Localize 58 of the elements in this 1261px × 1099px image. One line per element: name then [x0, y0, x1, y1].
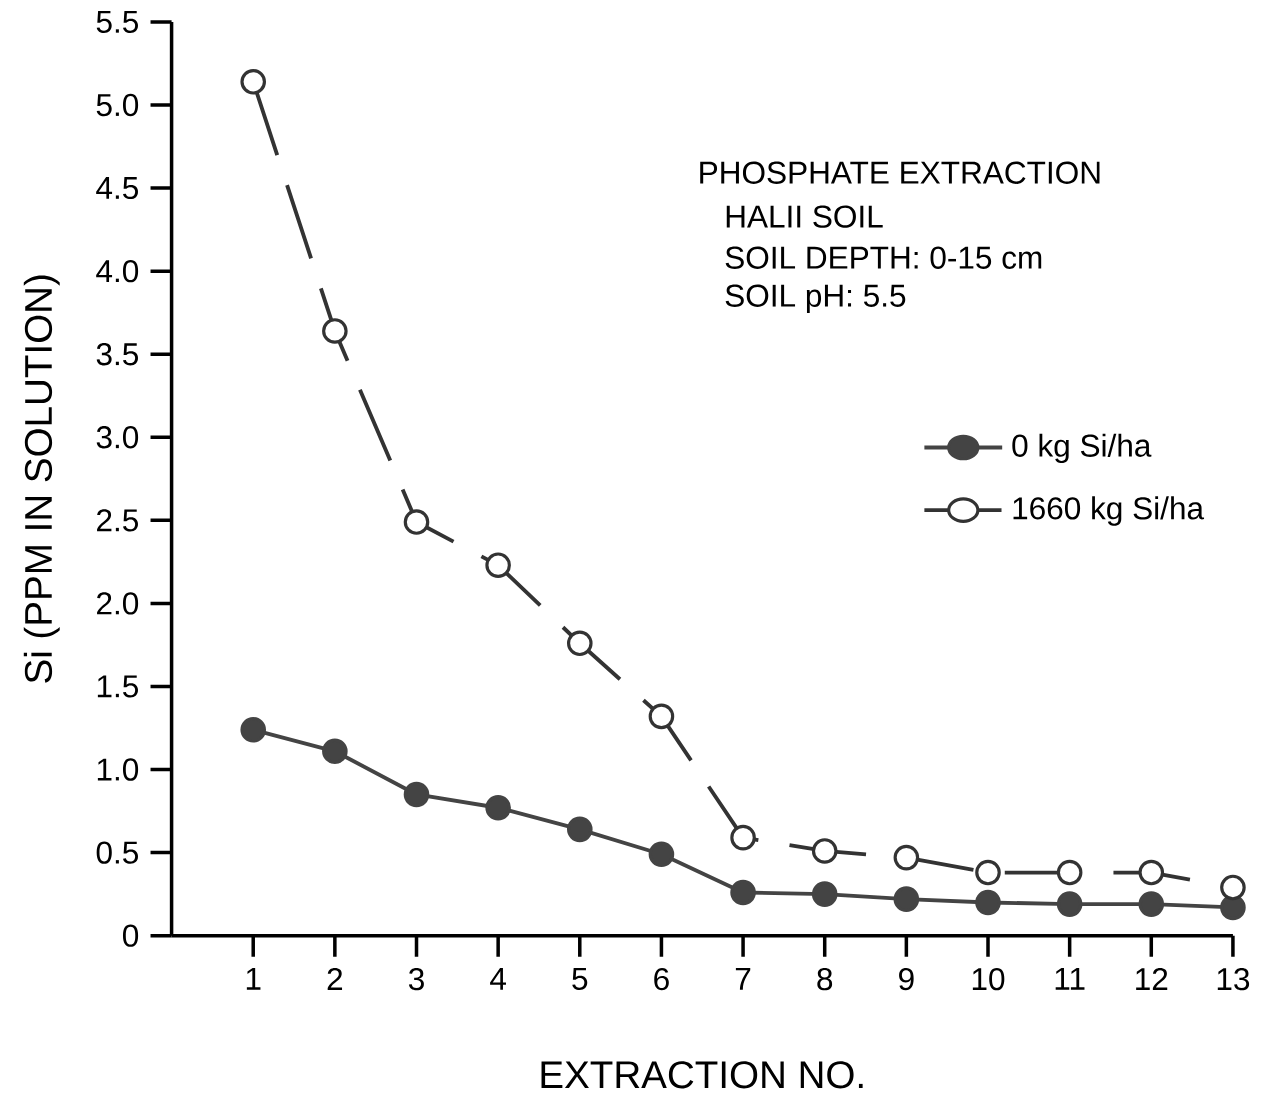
legend-label: 0 kg Si/ha: [1012, 433, 1152, 464]
annotation: SOIL DEPTH: 0-15 cm: [725, 246, 1042, 269]
annotation: HALII SOIL: [726, 205, 883, 228]
x-axis-title: EXTRACTION NO.: [541, 1061, 863, 1089]
point: [322, 738, 348, 765]
point: [893, 844, 920, 871]
x-tick-label: 4: [490, 967, 506, 990]
x-tick-label: 12: [1136, 967, 1168, 991]
y-tick-label: 3.5: [96, 343, 138, 366]
point: [485, 795, 511, 821]
point: [730, 879, 756, 906]
y-tick-label: 1.0: [97, 758, 139, 781]
y-axis-title: Si (PPM IN SOLUTION): [23, 275, 60, 683]
point: [730, 824, 756, 851]
point: [403, 509, 430, 535]
annotation: PHOSPHATE EXTRACTION: [700, 161, 1100, 184]
x-tick-label: 9: [899, 967, 914, 991]
point: [322, 318, 348, 344]
point: [648, 841, 675, 868]
x-tick-label: 13: [1217, 967, 1250, 991]
point: [1056, 891, 1083, 917]
x-tick-label: 7: [735, 967, 751, 990]
annotation: SOIL pH: 5.5: [725, 284, 906, 314]
y-tick-label: 3.0: [96, 426, 139, 449]
y-tick-label: 5.0: [96, 93, 139, 117]
x-tick-label: 3: [408, 967, 424, 991]
y-tick-label: 2.0: [97, 592, 139, 615]
y-tick-label: 4.0: [96, 260, 139, 283]
point: [1220, 874, 1246, 901]
point: [975, 889, 1001, 916]
point: [811, 838, 838, 864]
point: [566, 630, 593, 657]
y-tick-label: 1.5: [97, 675, 138, 698]
x-tick-label: 2: [327, 967, 343, 991]
x-tick-label: 10: [972, 967, 1005, 991]
point: [648, 703, 675, 730]
y-tick-label: 2.5: [97, 509, 138, 532]
point: [1056, 859, 1083, 886]
y-tick-label: 5.5: [96, 10, 138, 34]
x-tick-label: 11: [1055, 967, 1085, 990]
point: [240, 716, 267, 743]
legend-label: 1660 kg Si/ha: [1013, 496, 1205, 526]
point: [975, 859, 1001, 886]
y-tick-label: 0: [122, 924, 139, 947]
x-tick-label: 1: [246, 967, 261, 990]
x-tick-label: 8: [817, 967, 833, 991]
point: [403, 781, 430, 808]
point: [1138, 859, 1165, 886]
point: [893, 886, 920, 912]
point: [240, 69, 267, 95]
x-tick-label: 6: [654, 967, 669, 991]
y-tick-label: 0.5: [96, 841, 138, 864]
point: [1138, 891, 1165, 917]
x-tick-label: 5: [572, 967, 588, 991]
point: [566, 816, 593, 843]
point: [485, 552, 511, 579]
point: [811, 881, 838, 907]
y-tick-label: 4.5: [96, 177, 138, 200]
